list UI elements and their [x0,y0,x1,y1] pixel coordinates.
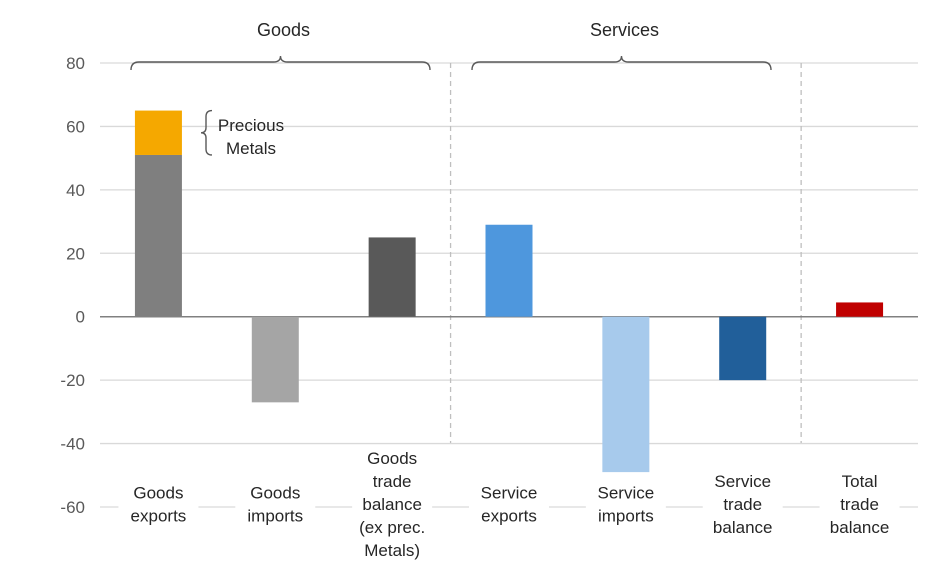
category-label-bg [235,483,316,529]
group-separators [449,63,802,443]
group-label: Services [590,20,659,40]
category-label: Total trade balance [830,472,890,537]
category-label-line: Service [598,484,655,503]
annotation-label-line: Precious [218,116,284,135]
precious-metals-annotation: Precious Metals [200,109,284,158]
category-label: Service imports [598,484,655,526]
y-tick-label: -40 [60,435,85,454]
bar [836,302,884,317]
category-labels: Goods exports Goods imports Goods trade balanc… [118,448,900,564]
category-label-line: trade [373,472,412,491]
category-label: Service trade balance [713,472,773,537]
y-tick-label: 40 [66,181,85,200]
y-axis-ticks: 80 60 40 20 0 -20 -40 -60 [60,54,85,517]
category-label-line: Total [842,472,878,491]
bars [134,110,884,473]
y-tick-label: 60 [66,117,85,136]
category-label-line: Service [714,472,771,491]
category-label: Goods exports [131,484,187,526]
bar [251,316,299,403]
bar [134,154,182,317]
category-label-line: Goods [133,484,183,503]
y-tick-label: 20 [66,244,85,263]
category-label-line: imports [247,507,303,526]
category-label-line: trade [840,495,879,514]
category-label-line: (ex prec. [359,518,425,537]
category-label-line: exports [481,507,537,526]
category-label: Goods trade balance (ex prec. Metals) [359,449,425,560]
group-brace [130,55,431,71]
category-label-line: balance [713,518,773,537]
y-tick-label: -60 [60,498,85,517]
category-label-line: balance [830,518,890,537]
category-label-bg [118,483,199,529]
bar [719,316,767,381]
category-label-bg [469,483,549,529]
annotation-label: Precious Metals [218,116,284,158]
category-label-bg [702,471,783,541]
annotation-label-line: Metals [226,139,276,158]
category-label-line: exports [131,507,187,526]
annotation-brace [200,109,213,156]
group-braces: Goods Services [130,20,772,71]
y-tick-label: -20 [60,371,85,390]
category-label-line: Goods [367,449,417,468]
bar [602,316,650,473]
y-tick-label: 80 [66,54,85,73]
category-label-line: Service [481,484,538,503]
category-label-line: balance [362,495,422,514]
category-label: Service exports [481,484,538,526]
bar [368,237,416,317]
bar [485,224,533,317]
category-label-line: imports [598,507,654,526]
category-label-line: Goods [250,484,300,503]
category-label: Goods imports [247,484,303,526]
category-label-bg [819,471,900,541]
category-label-bg [585,483,666,529]
group-brace [471,55,772,71]
group-label: Goods [257,20,310,40]
bar-precious-metals [134,110,182,155]
y-tick-label: 0 [76,308,85,327]
category-label-bg [352,448,433,564]
category-label-line: Metals) [364,541,420,560]
category-label-line: trade [723,495,762,514]
